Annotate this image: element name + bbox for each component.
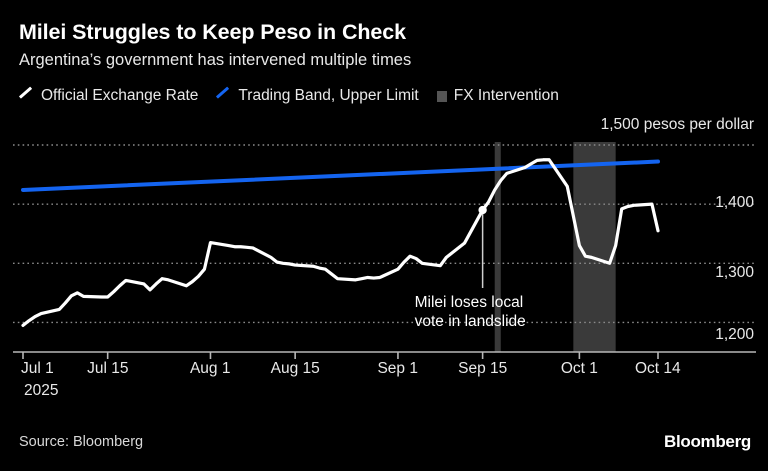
fx-intervention-bands [494, 142, 616, 352]
legend-label: Official Exchange Rate [41, 87, 199, 104]
official-rate-polyline [21, 158, 660, 327]
page-subtitle: Argentina’s government has intervened mu… [19, 51, 412, 69]
trading-band-polyline [21, 159, 660, 192]
bloomberg-logo: Bloomberg [663, 432, 751, 451]
gridlines [13, 144, 756, 324]
source-credit: Source: Bloomberg [19, 434, 144, 450]
trading-band-line [21, 159, 660, 192]
legend-item-fx-intervention[interactable]: FX Intervention [436, 87, 559, 104]
legend-item-trading-band-upper-limit[interactable]: Trading Band, Upper Limit [216, 88, 418, 104]
official-rate-line [21, 158, 660, 327]
annotation-leader [478, 205, 487, 288]
fx-intervention-band [494, 142, 501, 352]
x-axis [13, 351, 756, 359]
chart-header: Milei Struggles to Keep Peso in Check Ar… [19, 20, 759, 71]
page-title: Milei Struggles to Keep Peso in Check [19, 20, 406, 44]
legend-label: Trading Band, Upper Limit [238, 87, 419, 104]
annotation-marker-dot [478, 205, 487, 215]
square-swatch-icon [436, 90, 447, 102]
legend-item-official-exchange-rate[interactable]: Official Exchange Rate [19, 88, 198, 104]
chart-legend: Official Exchange Rate Trading Band, Upp… [19, 88, 577, 104]
legend-label: FX Intervention [453, 87, 559, 104]
